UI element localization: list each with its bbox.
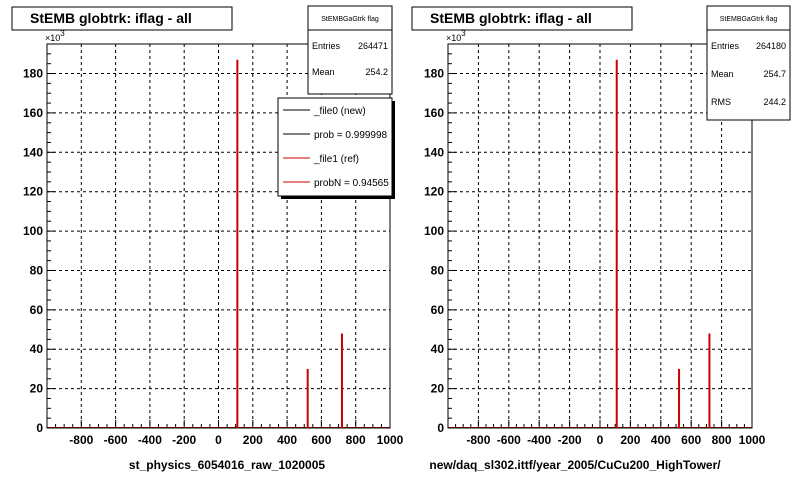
y-tick-label: 140	[23, 145, 43, 159]
histogram-bar	[678, 368, 681, 428]
x-tick-label: 1000	[739, 433, 766, 447]
histogram-panel-1: -800 -600 -400 -200 0 200 400 600 800 1000 0 20 40 60…	[11, 5, 404, 472]
histogram-panel-2: -800 -600 -400 -200 0 200 400 600 800 1000 0 20 40 60…	[411, 5, 791, 472]
y-tick-label: 80	[30, 263, 44, 277]
stats-box: StEMBGaGtrk flag Entries 264471 Mean 254.2	[307, 5, 393, 95]
x-tick-label: -400	[527, 433, 551, 447]
y-tick-label: 20	[30, 382, 44, 396]
x-tick-label: 400	[277, 433, 297, 447]
x-tick-label: 600	[311, 433, 331, 447]
y-tick-label: 0	[437, 421, 444, 435]
x-tick-label: -600	[104, 433, 128, 447]
x-tick-label: -800	[69, 433, 93, 447]
y-multiplier: ×103	[45, 29, 65, 43]
y-tick-label: 60	[30, 303, 44, 317]
y-multiplier: ×103	[446, 29, 466, 43]
x-tick-label: 800	[712, 433, 732, 447]
x-tick-label: 800	[346, 433, 366, 447]
x-tick-label: 400	[651, 433, 671, 447]
y-tick-label: 100	[23, 224, 43, 238]
legend-entry: probN = 0.94565	[314, 178, 389, 189]
legend: _file0 (new) prob = 0.999998 _file1 (ref) p…	[277, 97, 395, 199]
histogram-bar	[708, 333, 711, 428]
y-tick-label: 40	[30, 342, 44, 356]
y-tick-label: 80	[431, 263, 445, 277]
x-tick-label: -400	[138, 433, 162, 447]
x-tick-label: -200	[558, 433, 582, 447]
y-tick-label: 120	[424, 185, 444, 199]
x-tick-label: 1000	[377, 433, 404, 447]
stats-label: Mean	[711, 69, 734, 79]
title-box	[411, 6, 633, 31]
x-tick-label: 0	[215, 433, 222, 447]
x-axis-label: st_physics_6054016_raw_1020005	[129, 458, 325, 472]
y-tick-label: 160	[424, 106, 444, 120]
x-tick-label: 0	[597, 433, 604, 447]
x-tick-label: -800	[466, 433, 490, 447]
histogram-bar	[340, 333, 343, 428]
stats-label: Mean	[312, 67, 335, 77]
grid	[448, 44, 752, 428]
y-tick-label: 20	[431, 382, 445, 396]
stats-header: StEMBGaGtrk flag	[321, 16, 379, 23]
y-tick-label: 180	[23, 67, 43, 81]
title-box	[11, 6, 233, 31]
x-tick-label: 600	[681, 433, 701, 447]
x-tick-label: 200	[243, 433, 263, 447]
y-tick-label: 100	[424, 224, 444, 238]
x-tick-label: -600	[497, 433, 521, 447]
stats-value: 264471	[358, 41, 388, 51]
legend-entry: _file1 (ref)	[313, 154, 359, 165]
histogram-bar	[615, 59, 618, 428]
x-tick-label: 200	[620, 433, 640, 447]
y-tick-label: 40	[431, 342, 445, 356]
histogram-bar	[236, 59, 239, 428]
chart-title: StEMB globtrk: iflag - all	[430, 10, 592, 26]
y-tick-label: 0	[36, 421, 43, 435]
y-tick-label: 140	[424, 145, 444, 159]
stats-label: Entries	[711, 41, 740, 51]
stats-label: RMS	[711, 97, 731, 107]
y-tick-label: 60	[431, 303, 445, 317]
stats-value: 244.2	[763, 97, 786, 107]
x-axis-label: new/daq_sl302.ittf/year_2005/CuCu200_Hig…	[429, 458, 721, 472]
stats-header: StEMBGaGtrk flag	[720, 16, 778, 23]
stats-value: 254.2	[365, 67, 388, 77]
histogram-bar	[306, 368, 309, 428]
stats-box: StEMBGaGtrk flag Entries 264180 Mean 254.7 RM…	[706, 5, 791, 121]
legend-entry: _file0 (new)	[313, 106, 366, 117]
stats-label: Entries	[312, 41, 341, 51]
x-tick-label: -200	[172, 433, 196, 447]
y-tick-label: 180	[424, 67, 444, 81]
grid	[47, 44, 390, 428]
y-tick-label: 160	[23, 106, 43, 120]
stats-value: 254.7	[763, 69, 786, 79]
legend-entry: prob = 0.999998	[314, 130, 388, 141]
y-tick-label: 120	[23, 185, 43, 199]
stats-value: 264180	[756, 41, 786, 51]
chart-title: StEMB globtrk: iflag - all	[30, 10, 192, 26]
